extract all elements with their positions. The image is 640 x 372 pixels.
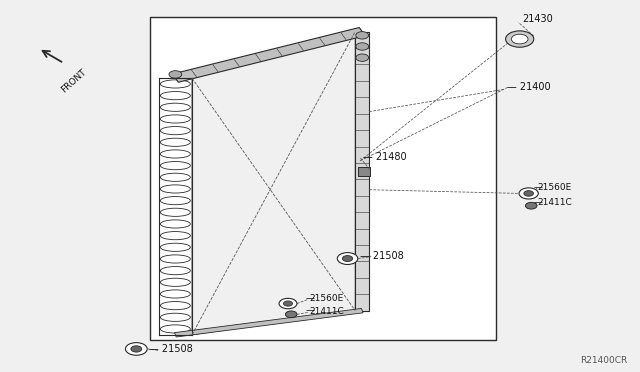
Text: R21400CR: R21400CR <box>580 356 627 365</box>
Text: 21430: 21430 <box>522 14 553 24</box>
Circle shape <box>524 190 533 196</box>
Bar <box>358 167 370 176</box>
Circle shape <box>356 43 369 50</box>
Bar <box>355 32 369 311</box>
Text: 21411C: 21411C <box>310 307 344 315</box>
Circle shape <box>279 298 297 309</box>
Text: 21411C: 21411C <box>538 198 572 207</box>
Circle shape <box>506 31 534 47</box>
Circle shape <box>356 32 369 39</box>
Text: 21560E: 21560E <box>538 183 572 192</box>
Text: —: — <box>306 307 315 315</box>
Circle shape <box>337 253 358 264</box>
Bar <box>150 17 496 340</box>
Text: FRONT: FRONT <box>60 67 88 94</box>
Text: — 21508: — 21508 <box>360 250 403 260</box>
Polygon shape <box>175 308 363 337</box>
Circle shape <box>342 256 353 262</box>
Text: —: — <box>534 198 543 207</box>
Polygon shape <box>172 28 365 82</box>
Circle shape <box>511 34 528 44</box>
Text: —: — <box>534 183 543 192</box>
Circle shape <box>125 343 147 355</box>
Circle shape <box>525 202 537 209</box>
Circle shape <box>356 54 369 61</box>
Circle shape <box>285 311 297 318</box>
Polygon shape <box>192 32 355 335</box>
Circle shape <box>519 188 538 199</box>
Circle shape <box>284 301 292 306</box>
Circle shape <box>169 71 182 78</box>
Text: —: — <box>306 294 315 303</box>
Circle shape <box>131 346 142 352</box>
Text: — 21400: — 21400 <box>507 82 550 92</box>
Text: — 21480: — 21480 <box>363 152 406 162</box>
Text: — 21508: — 21508 <box>149 344 193 354</box>
Text: 21560E: 21560E <box>310 294 344 303</box>
